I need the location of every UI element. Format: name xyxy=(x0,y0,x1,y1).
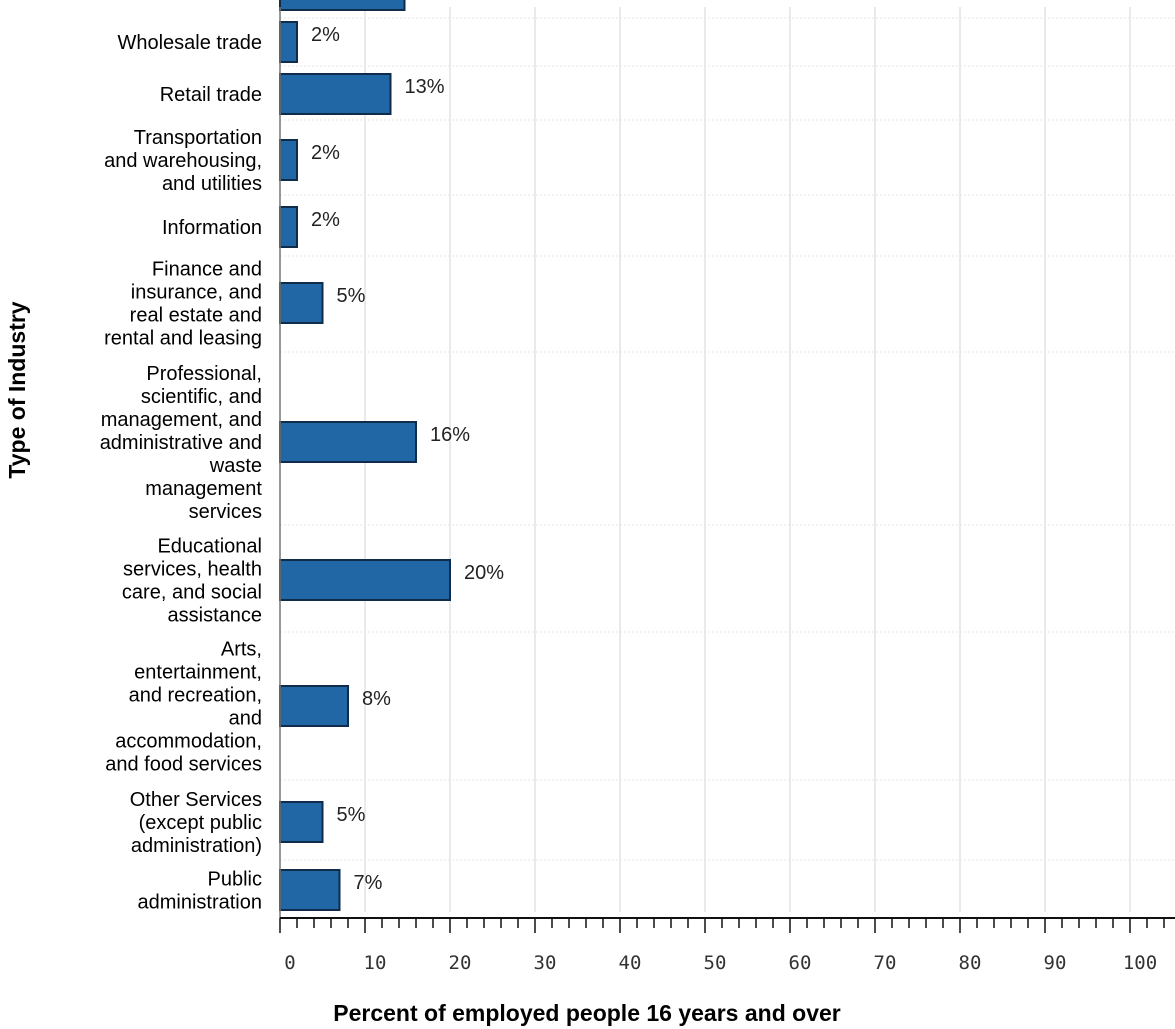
category-label: Information xyxy=(162,217,262,239)
gridlines xyxy=(280,7,1175,912)
bar xyxy=(279,21,298,63)
y-axis-title: Type of Industry xyxy=(4,301,30,478)
bar-partial-top xyxy=(279,0,406,11)
category-label: Educational services, health care, and soc… xyxy=(122,536,262,627)
x-axis: 0 10 20 30 40 50 60 70 80 90 100 xyxy=(279,7,1175,974)
data-label: 20% xyxy=(464,562,504,584)
x-tick-label: 20 xyxy=(449,952,472,974)
bar xyxy=(279,206,298,248)
category-label: Transportation and warehousing, and utilit… xyxy=(104,127,262,195)
x-tick-label: 0 xyxy=(284,952,295,974)
bar xyxy=(279,801,324,843)
x-tick-label: 50 xyxy=(704,952,727,974)
category-label: Arts, entertainment, and recreation, and acc… xyxy=(105,639,262,776)
data-label: 2% xyxy=(311,24,340,46)
data-label: 13% xyxy=(405,76,445,98)
data-label: 5% xyxy=(337,804,366,826)
bar xyxy=(279,73,392,115)
data-label: 2% xyxy=(311,142,340,164)
category-label: Finance and insurance, and real estate and… xyxy=(104,259,262,350)
bar xyxy=(279,421,417,463)
x-tick-label: 10 xyxy=(364,952,387,974)
data-label: 7% xyxy=(354,872,383,894)
category-labels: Wholesale trade Retail trade Transportatio… xyxy=(100,32,263,914)
bar xyxy=(279,559,451,601)
category-label: Retail trade xyxy=(160,84,262,106)
x-tick-label: 70 xyxy=(874,952,897,974)
x-axis-title: Percent of employed people 16 years and … xyxy=(333,1000,841,1026)
bar xyxy=(279,685,349,727)
data-label: 8% xyxy=(362,688,391,710)
x-tick-label: 90 xyxy=(1044,952,1067,974)
data-label: 5% xyxy=(337,285,366,307)
bars: 2% 13% 2% 2% 5% 16% 20% 8% 5% 7% xyxy=(279,0,504,911)
data-label: 2% xyxy=(311,209,340,231)
category-label: Professional, scientific, and management, … xyxy=(100,363,263,523)
bar xyxy=(279,282,324,324)
category-label: Wholesale trade xyxy=(117,32,262,54)
category-label: Public administration xyxy=(137,869,262,914)
bar xyxy=(279,139,298,181)
bar xyxy=(279,869,341,911)
x-tick-label: 60 xyxy=(789,952,812,974)
x-tick-label: 80 xyxy=(959,952,982,974)
x-tick-label: 30 xyxy=(534,952,557,974)
data-label: 16% xyxy=(430,424,470,446)
category-label: Other Services (except public administrati… xyxy=(130,789,262,857)
x-tick-label: 100 xyxy=(1123,952,1157,974)
x-tick-label: 40 xyxy=(619,952,642,974)
